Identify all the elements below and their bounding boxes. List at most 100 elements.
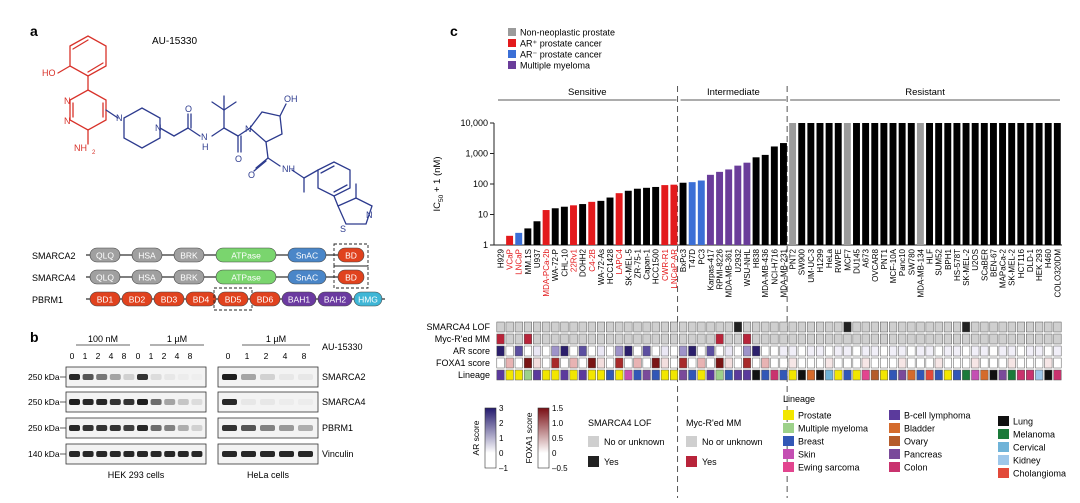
lof-cell — [578, 321, 587, 333]
blot-band — [222, 425, 237, 431]
domain-label: HSA — [138, 251, 156, 261]
lineage-legend-label: Skin — [798, 450, 816, 460]
bar — [935, 123, 943, 245]
foxa1-score-cell — [706, 357, 715, 369]
category-label: SW900 — [798, 248, 807, 275]
foxa1-score-cell — [606, 357, 615, 369]
lof-cell — [806, 321, 815, 333]
category-label: U937 — [533, 248, 542, 268]
category-label: LNCaP — [515, 249, 524, 275]
myc-cell — [560, 333, 569, 345]
lineage-cell — [889, 369, 898, 381]
lineage-cell — [752, 369, 761, 381]
ar-score-cell — [761, 345, 770, 357]
myc-cell — [943, 333, 952, 345]
blot-band — [279, 451, 294, 457]
lof-cell — [514, 321, 523, 333]
domain-label: BD — [345, 251, 357, 261]
category-label: LAPC4 — [615, 248, 624, 274]
bar — [570, 205, 577, 245]
lof-cell — [551, 321, 560, 333]
domain-label: BRK — [180, 273, 198, 283]
blot-band — [69, 374, 80, 380]
foxa1-score-cell — [642, 357, 651, 369]
myc-cell — [806, 333, 815, 345]
lof-legend-title: SMARCA4 LOF — [588, 418, 652, 428]
lineage-legend-swatch — [783, 462, 794, 472]
atom-nh2: NH — [74, 143, 87, 153]
lof-cell — [615, 321, 624, 333]
lineage-cell — [733, 369, 742, 381]
foxa1-score-cell — [943, 357, 952, 369]
lineage-cell — [861, 369, 870, 381]
bar — [615, 193, 623, 245]
ar-score-cell — [998, 345, 1007, 357]
blot-band — [96, 399, 108, 405]
lineage-cell — [1026, 369, 1035, 381]
blot-band — [298, 425, 313, 431]
domain-snac — [287, 269, 327, 285]
blot-band — [279, 374, 294, 380]
lane-label: 0 — [226, 351, 231, 361]
blot-band — [137, 399, 148, 405]
myc-cell — [733, 333, 742, 345]
ar-score-cell — [533, 345, 542, 357]
lineage-cell — [660, 369, 669, 381]
foxa1-score-cell — [596, 357, 605, 369]
bar — [1008, 123, 1016, 245]
ar-colorbar — [484, 407, 497, 469]
lof-cell — [907, 321, 916, 333]
lof-cell — [788, 321, 797, 333]
myc-cell — [542, 333, 551, 345]
lof-cell — [953, 321, 962, 333]
ar-score-cell — [971, 345, 980, 357]
myc-cell — [1016, 333, 1025, 345]
ar-colorbar-tick: 0 — [499, 449, 504, 458]
blot-strip — [217, 391, 319, 413]
ar-colorbar-title: AR score — [471, 420, 481, 455]
myc-cell — [907, 333, 916, 345]
lineage-legend-label: Ovary — [904, 437, 929, 447]
bar — [734, 165, 742, 245]
bar — [697, 180, 705, 245]
blot-band — [191, 425, 203, 431]
foxa1-score-cell — [989, 357, 998, 369]
domain-hsa — [131, 269, 163, 285]
lineage-legend-label: Lung — [1013, 417, 1033, 427]
myc-cell — [925, 333, 934, 345]
lineage-legend-label: Breast — [798, 437, 825, 447]
domain-bd — [337, 269, 365, 285]
myc-cell — [934, 333, 943, 345]
lof-cell — [870, 321, 879, 333]
ar-score-cell — [1053, 345, 1062, 357]
lof-legend-swatch — [588, 456, 599, 467]
foxa1-score-cell — [578, 357, 587, 369]
domain-qlq — [89, 247, 121, 263]
foxa1-colorbar-tick: –0.5 — [552, 464, 568, 473]
lof-cell — [642, 321, 651, 333]
myc-legend-swatch — [686, 456, 697, 467]
bar — [661, 185, 669, 245]
lineage-cell — [1007, 369, 1016, 381]
lof-cell — [980, 321, 989, 333]
blot-band — [69, 399, 80, 405]
category-label: COLO320DM — [1053, 249, 1062, 298]
lof-cell — [660, 321, 669, 333]
chemical-structure — [57, 35, 373, 225]
lineage-cell — [925, 369, 934, 381]
lineage-legend-swatch — [783, 423, 794, 433]
compound-name: AU-15330 — [152, 36, 197, 47]
foxa1-score-cell — [761, 357, 770, 369]
lineage-cell — [1053, 369, 1062, 381]
blot-band — [123, 399, 135, 405]
atom-o1: O — [185, 104, 192, 114]
category-label: C4-2B — [588, 249, 597, 272]
blot-band — [109, 425, 121, 431]
category-label: BxPc3 — [679, 248, 688, 272]
bar — [679, 182, 687, 245]
ar-score-cell — [551, 345, 560, 357]
myc-cell — [523, 333, 532, 345]
bar — [834, 123, 842, 245]
lane-label: 4 — [175, 351, 180, 361]
